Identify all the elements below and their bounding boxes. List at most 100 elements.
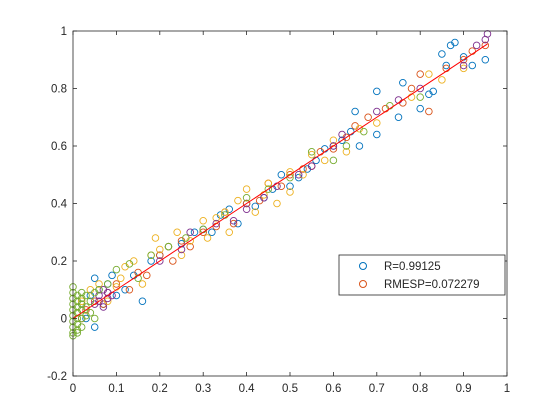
data-point [99,303,108,311]
data-point [394,113,403,121]
data-point [277,182,286,190]
data-point [329,142,338,150]
data-point [156,251,164,259]
data-point [242,185,251,193]
data-point [483,30,492,38]
data-point [242,199,251,208]
data-point [329,136,338,144]
x-tick-label: 0.7 [369,383,385,395]
data-point [264,185,273,193]
data-point [212,214,220,222]
data-point [307,150,316,159]
data-point [169,257,177,265]
data-point [251,208,260,216]
legend-marker [359,262,367,270]
x-tick-label: 0 [70,383,76,395]
data-point [125,286,134,294]
x-tick-label: 0.9 [456,383,472,395]
data-point [112,280,121,288]
data-point [277,170,286,179]
data-point [125,260,134,268]
legend-marker [359,280,367,288]
data-point [138,280,147,288]
x-tick-label: 0.3 [195,383,211,395]
data-point [451,38,459,47]
fit-line [72,43,488,319]
data-point [429,87,437,96]
data-point [229,219,238,228]
x-tick-label: 0.5 [282,383,298,395]
data-point [108,271,116,280]
data-point [260,193,268,202]
data-point [438,50,446,58]
y-tick-label: 0.8 [51,84,67,96]
data-point [468,61,477,70]
data-point [459,61,468,70]
data-point [286,188,294,196]
y-tick-label: 0.6 [51,141,67,153]
x-tick-label: 1 [504,383,510,395]
data-point [177,251,186,259]
legend: R=0.99125 RMESP=0.072279 [338,254,506,296]
data-point [173,228,181,236]
data-point [77,323,86,331]
data-point [95,280,103,288]
data-point [221,208,229,216]
data-point [416,84,424,93]
data-point [190,228,199,236]
data-point [212,219,220,228]
data-point [225,228,233,236]
data-point [151,234,160,242]
data-point [234,196,242,205]
data-point [360,127,368,136]
x-tick-label: 0.1 [108,383,124,395]
data-point [294,170,303,179]
data-point [459,56,468,64]
data-point [373,87,381,96]
data-point [103,280,112,288]
data-point [425,70,433,78]
data-point [320,156,329,165]
data-point [86,297,95,306]
data-point [156,257,164,265]
legend-label: RMESP=0.072279 [384,279,480,291]
data-points [69,30,492,340]
data-point [351,107,359,116]
data-point [143,271,151,280]
data-point [116,274,125,283]
data-point [425,107,433,116]
data-point [416,70,424,78]
data-point [364,113,372,121]
data-point [242,193,251,202]
data-point [199,216,207,225]
data-point [329,156,338,165]
data-point [147,257,155,265]
data-point [73,329,82,337]
data-point [416,104,424,113]
data-point [103,297,112,306]
data-point [77,297,86,306]
data-point [208,228,216,236]
data-point [186,242,194,251]
data-point [355,142,364,150]
data-point [229,216,238,225]
x-tick-label: 0.6 [325,383,341,395]
y-tick-label: -0.2 [47,371,67,383]
data-point [373,119,381,127]
data-point [286,170,294,179]
data-point [112,265,121,274]
data-point [95,286,103,294]
data-point [438,76,446,84]
data-point [251,202,260,211]
data-point [121,286,129,294]
data-point [459,64,468,73]
data-point [273,199,281,208]
data-point [442,61,450,70]
y-tick-label: 0.4 [51,199,68,211]
data-point [112,291,121,300]
y-tick-label: 0.2 [51,256,67,268]
data-point [82,291,90,300]
legend-box [338,254,506,296]
data-point [307,147,316,156]
